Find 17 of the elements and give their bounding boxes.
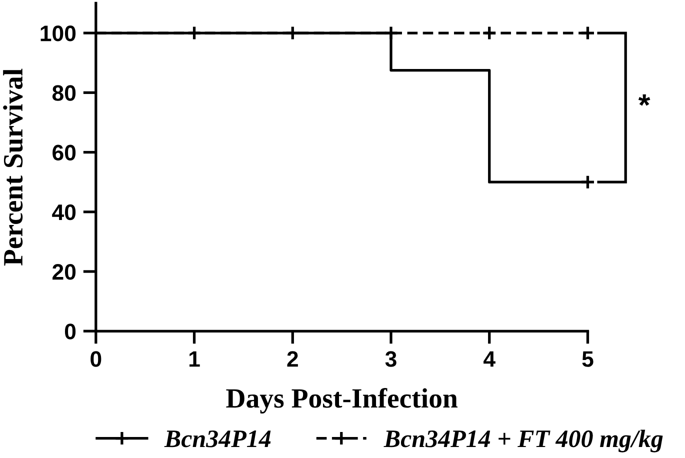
legend-label: Bcn34P14 + FT 400 mg/kg — [384, 430, 663, 452]
x-tick-label: 2 — [287, 351, 298, 367]
y-tick-label: 80 — [52, 85, 76, 101]
y-axis-title: Percent Survival — [3, 68, 23, 266]
y-tick-label: 60 — [52, 144, 76, 161]
x-tick-label: 4 — [484, 351, 496, 367]
y-tick-label: 20 — [52, 264, 76, 280]
text: * — [638, 94, 650, 106]
x-axis-title: Days Post-Infection — [226, 388, 458, 414]
x-tick-label: 5 — [582, 351, 594, 367]
y-tick-label: 40 — [52, 204, 76, 220]
x-tick-label: 1 — [189, 351, 200, 367]
x-tick-label: 0 — [90, 351, 102, 367]
legend-label: Bcn34P14 — [164, 430, 271, 448]
x-tick-label: 3 — [385, 351, 396, 367]
y-tick-label: 0 — [64, 324, 76, 340]
y-tick-label: 100 — [40, 26, 76, 42]
